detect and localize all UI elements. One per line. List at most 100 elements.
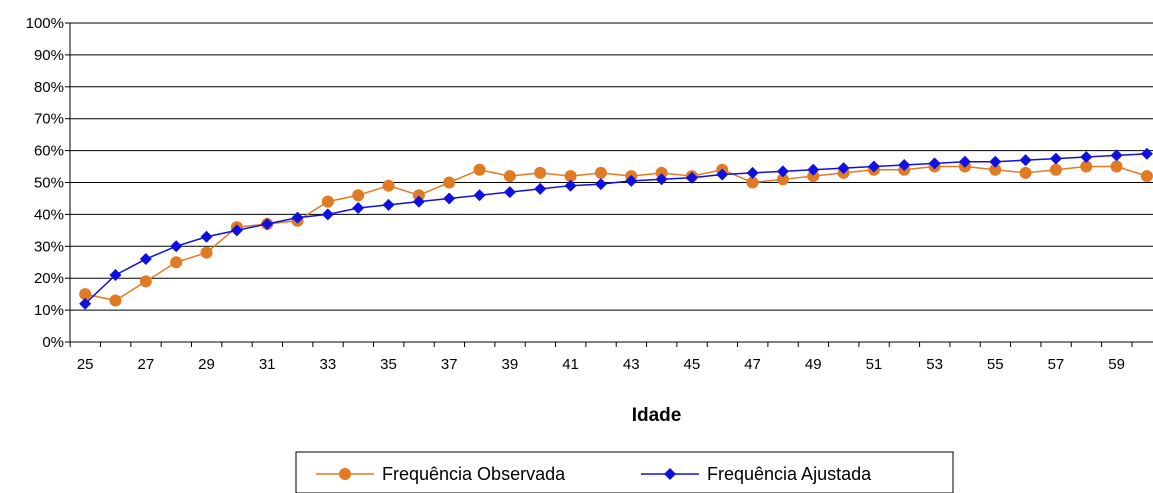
data-point xyxy=(473,163,486,176)
data-point xyxy=(412,189,425,202)
data-point xyxy=(837,162,850,175)
data-point xyxy=(382,179,395,192)
x-tick-label: 41 xyxy=(562,356,579,373)
data-point xyxy=(109,294,122,307)
series-2 xyxy=(79,147,1153,310)
series-line xyxy=(84,153,1147,305)
x-tick-label: 37 xyxy=(441,356,458,373)
y-tick-label: 50% xyxy=(34,175,64,192)
y-tick-label: 0% xyxy=(42,334,64,351)
x-tick-label: 53 xyxy=(926,356,943,373)
y-tick-label: 90% xyxy=(34,47,64,64)
x-tick-label: 59 xyxy=(1108,356,1125,373)
y-tick-label: 100% xyxy=(26,15,64,32)
data-point xyxy=(170,240,183,253)
data-point xyxy=(1110,149,1123,162)
data-point xyxy=(776,173,789,186)
series-line xyxy=(85,165,1148,302)
data-point xyxy=(534,166,547,179)
y-tick-label: 20% xyxy=(34,270,64,287)
data-point xyxy=(109,269,122,282)
x-tick-label: 55 xyxy=(987,356,1004,373)
data-point xyxy=(534,182,547,195)
legend-marker xyxy=(664,468,676,480)
data-point xyxy=(473,189,486,202)
y-axis-tick-labels: 0% 10% 20% 30% 40% 50% 60% 70% 80% 90% 100% xyxy=(26,15,70,351)
data-point xyxy=(867,160,880,173)
data-point xyxy=(170,256,183,269)
x-tick-label: 35 xyxy=(380,356,397,373)
x-tick-label: 33 xyxy=(320,356,337,373)
x-tick-label: 43 xyxy=(623,356,640,373)
legend: Frequência Observada Frequência Ajustada xyxy=(295,451,954,493)
y-tick-label: 70% xyxy=(34,111,64,128)
data-point xyxy=(1049,163,1062,176)
y-tick-label: 30% xyxy=(34,238,64,255)
data-point xyxy=(291,211,304,224)
data-point xyxy=(898,158,911,171)
data-point xyxy=(443,192,456,205)
x-tick-label: 27 xyxy=(137,356,154,373)
legend-label: Frequência Ajustada xyxy=(707,464,872,484)
x-tick-label: 47 xyxy=(744,356,761,373)
data-point xyxy=(200,230,213,243)
data-point xyxy=(958,155,971,168)
data-point xyxy=(746,176,759,189)
data-point xyxy=(564,179,577,192)
x-tick-label: 45 xyxy=(684,356,701,373)
data-point xyxy=(594,166,607,179)
x-tick-label: 51 xyxy=(866,356,883,373)
data-point xyxy=(230,224,243,237)
y-tick-label: 80% xyxy=(34,79,64,96)
data-point xyxy=(594,178,607,191)
data-point xyxy=(1019,166,1032,179)
series-layer xyxy=(79,147,1153,310)
data-point xyxy=(321,195,334,208)
y-tick-label: 10% xyxy=(34,302,64,319)
legend-item: Frequência Observada xyxy=(316,464,566,484)
data-point xyxy=(564,170,577,183)
data-point xyxy=(200,246,213,259)
data-point xyxy=(746,166,759,179)
data-point xyxy=(139,253,152,266)
data-point xyxy=(807,163,820,176)
legend-box xyxy=(295,451,954,493)
data-point xyxy=(1080,160,1093,173)
x-tick-label: 29 xyxy=(198,356,215,373)
data-point xyxy=(321,208,334,221)
data-point xyxy=(352,189,365,202)
data-point xyxy=(352,202,365,215)
legend-item: Frequência Ajustada xyxy=(641,464,872,484)
data-point xyxy=(1140,170,1153,183)
y-tick-label: 40% xyxy=(34,206,64,223)
data-point xyxy=(1049,152,1062,165)
data-point xyxy=(989,155,1002,168)
data-point xyxy=(655,166,668,179)
data-point xyxy=(655,173,668,186)
data-point xyxy=(1140,147,1153,160)
data-point xyxy=(382,198,395,211)
data-point xyxy=(807,170,820,183)
data-point xyxy=(685,171,698,184)
x-tick-label: 39 xyxy=(502,356,519,373)
data-point xyxy=(443,176,456,189)
data-point xyxy=(139,275,152,288)
data-point xyxy=(79,297,92,310)
x-tick-label: 31 xyxy=(259,356,276,373)
data-point xyxy=(503,186,516,199)
legend-label: Frequência Observada xyxy=(382,464,566,484)
data-point xyxy=(412,195,425,208)
data-point xyxy=(625,174,638,187)
data-point xyxy=(261,217,274,230)
data-point xyxy=(1080,150,1093,163)
data-point xyxy=(503,170,516,183)
data-point xyxy=(716,168,729,181)
data-point xyxy=(776,165,789,178)
data-point xyxy=(1019,154,1032,167)
legend-marker xyxy=(339,468,351,480)
x-axis-label: Idade xyxy=(632,405,682,426)
x-tick-label: 57 xyxy=(1048,356,1065,373)
x-tick-label: 49 xyxy=(805,356,822,373)
data-point xyxy=(1110,160,1123,173)
